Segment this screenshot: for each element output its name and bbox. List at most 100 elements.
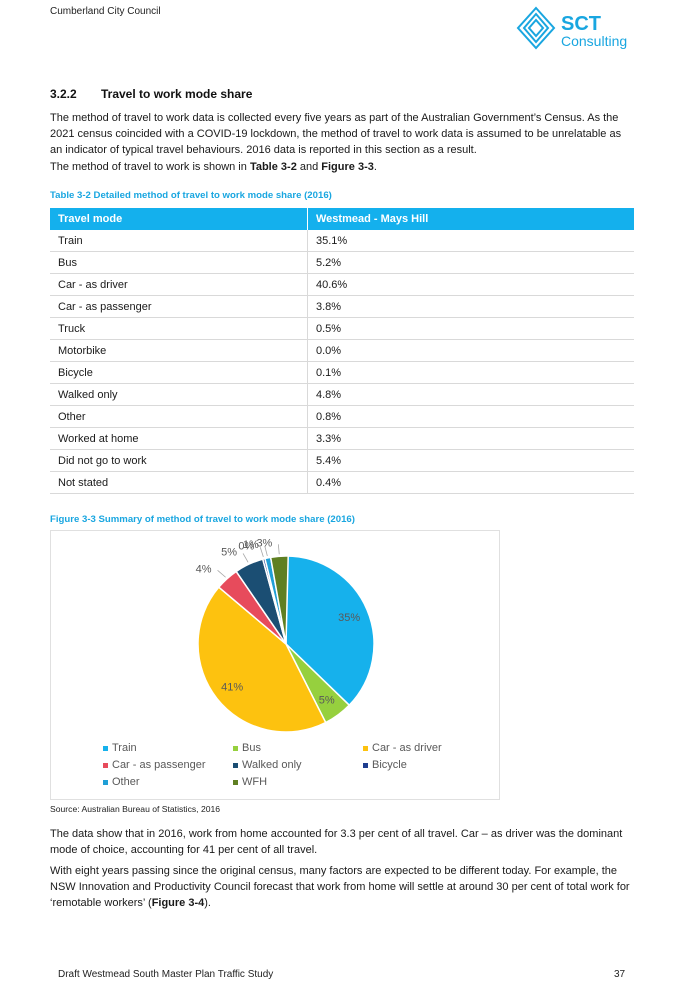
figure-source: Source: Australian Bureau of Statistics,… <box>50 804 221 814</box>
table-row: Motorbike 0.0% <box>50 339 634 362</box>
share-value-cell: 0.0% <box>307 339 634 362</box>
pie-data-label-car-as-driver: 41% <box>221 682 243 694</box>
table-row: Other 0.8% <box>50 405 634 428</box>
share-value-cell: 4.8% <box>307 383 634 406</box>
forecast-end: ). <box>204 897 211 909</box>
table-row: Car - as passenger 3.8% <box>50 295 634 318</box>
legend-swatch <box>103 746 108 751</box>
table-row: Train 35.1% <box>50 230 634 252</box>
pie-data-label-bus: 5% <box>319 694 335 706</box>
legend-item-car-as-driver: Car - as driver <box>363 742 442 754</box>
pie-slice-train <box>285 555 375 707</box>
column-header-westmead-mays-hill: Westmead - Mays Hill <box>307 208 634 230</box>
legend-label: Other <box>112 776 140 788</box>
legend-swatch <box>233 763 238 768</box>
table-row: Bus 5.2% <box>50 251 634 274</box>
table-row: Not stated 0.4% <box>50 471 634 494</box>
travel-mode-cell: Train <box>50 230 308 252</box>
pie-leader-line-other <box>264 546 268 557</box>
table-body: Train 35.1% Bus 5.2% Car - as driver 40.6% Car… <box>50 230 634 494</box>
pie-slice-wfh <box>269 555 289 645</box>
data-summary-paragraph: The data show that in 2016, work from ho… <box>50 828 623 856</box>
logo-primary-text: SCT <box>561 13 601 35</box>
section-heading: 3.2.2 Travel to work mode share <box>50 87 252 101</box>
legend-label: WFH <box>242 776 267 788</box>
legend-label: Bus <box>242 742 261 754</box>
pie-data-label-other: 1% <box>243 539 259 551</box>
table-row: Bicycle 0.1% <box>50 361 634 384</box>
travel-mode-cell: Other <box>50 405 308 428</box>
travel-mode-cell: Walked only <box>50 383 308 406</box>
legend-swatch <box>103 763 108 768</box>
travel-mode-cell: Truck <box>50 317 308 340</box>
table-row: Did not go to work 5.4% <box>50 449 634 472</box>
pie-leader-line-car-as-passenger <box>217 570 226 578</box>
intro-paragraph: The method of travel to work data is col… <box>50 112 622 156</box>
pie-data-label-wfh: 3% <box>256 537 272 549</box>
legend-label: Car - as passenger <box>112 759 206 771</box>
pie-chart: 35%5%41%4%5%0%1%3%Train Bus Car - as drive… <box>103 537 442 788</box>
figure-caption: Figure 3-3 Summary of method of travel t… <box>50 514 355 525</box>
logo-mark-icon <box>516 6 556 50</box>
pie-slice-car-as-driver <box>197 586 327 733</box>
table-reference-link[interactable]: Table 3-2 <box>249 161 297 173</box>
column-header-travel-mode: Travel mode <box>50 208 308 230</box>
legend-item-train: Train <box>103 742 137 754</box>
share-value-cell: 3.8% <box>307 295 634 318</box>
share-value-cell: 0.1% <box>307 361 634 384</box>
legend-swatch <box>363 763 368 768</box>
share-value-cell: 0.5% <box>307 317 634 340</box>
legend-label: Walked only <box>242 759 302 771</box>
travel-mode-cell: Car - as driver <box>50 273 308 296</box>
pie-leader-line-wfh <box>277 544 280 555</box>
table-row: Worked at home 3.3% <box>50 427 634 450</box>
travel-mode-cell: Car - as passenger <box>50 295 308 318</box>
share-value-cell: 5.2% <box>307 251 634 274</box>
legend-item-bus: Bus <box>233 742 261 754</box>
travel-mode-cell: Worked at home <box>50 427 308 450</box>
figure-reference-link[interactable]: Figure 3-3 <box>321 161 374 173</box>
share-value-cell: 5.4% <box>307 449 634 472</box>
legend-item-walked-only: Walked only <box>233 759 302 771</box>
figure-3-4-reference-link[interactable]: Figure 3-4 <box>151 897 205 909</box>
pie-data-label-car-as-passenger: 4% <box>196 563 212 575</box>
share-value-cell: 0.8% <box>307 405 634 428</box>
legend-label: Bicycle <box>372 759 407 771</box>
travel-mode-cell: Bus <box>50 251 308 274</box>
share-value-cell: 40.6% <box>307 273 634 296</box>
table-caption: Table 3-2 Detailed method of travel to w… <box>50 190 332 201</box>
legend-label: Car - as driver <box>372 742 442 754</box>
shown-end: . <box>373 161 377 173</box>
share-value-cell: 35.1% <box>307 230 634 252</box>
legend-swatch <box>103 780 108 785</box>
shown-prefix: The method of travel to work is shown in <box>50 161 250 173</box>
pie-data-label-train: 35% <box>338 612 360 624</box>
table-row: Walked only 4.8% <box>50 383 634 406</box>
travel-mode-table: Travel mode Westmead - Mays Hill Train 35… <box>50 208 634 494</box>
pie-chart-frame: 35% 5% 41% 4% 5% 0% 1% 3% Train Bus Car - as drive… <box>50 530 500 800</box>
pie-leader-line-bicycle <box>259 547 264 558</box>
pie-leader-line-walked-only <box>242 553 249 563</box>
section-number: 3.2.2 <box>50 87 77 101</box>
legend-item-wfh: WFH <box>233 776 267 788</box>
pie-data-label-walked-only: 5% <box>221 546 237 558</box>
footer-document-title: Draft Westmead South Master Plan Traffic… <box>58 969 274 980</box>
legend-label: Train <box>112 742 137 754</box>
pie-data-label-bicycle: 0% <box>238 540 254 552</box>
table-row: Truck 0.5% <box>50 317 634 340</box>
legend-swatch <box>363 746 368 751</box>
legend-item-bicycle: Bicycle <box>363 759 407 771</box>
table-row: Car - as driver 40.6% <box>50 273 634 296</box>
travel-mode-cell: Did not go to work <box>50 449 308 472</box>
share-value-cell: 3.3% <box>307 427 634 450</box>
sct-consulting-logo: SCT Consulting <box>516 6 627 50</box>
section-title: Travel to work mode share <box>101 87 253 101</box>
share-value-cell: 0.4% <box>307 471 634 494</box>
legend-item-other: Other <box>103 776 140 788</box>
header-organisation: Cumberland City Council <box>50 6 161 17</box>
shown-paragraph: The method of travel to work is shown in… <box>50 159 636 175</box>
legend-swatch <box>233 780 238 785</box>
travel-mode-cell: Motorbike <box>50 339 308 362</box>
forecast-paragraph: With eight years passing since the origi… <box>50 863 636 911</box>
legend-item-car-as-passenger: Car - as passenger <box>103 759 206 771</box>
